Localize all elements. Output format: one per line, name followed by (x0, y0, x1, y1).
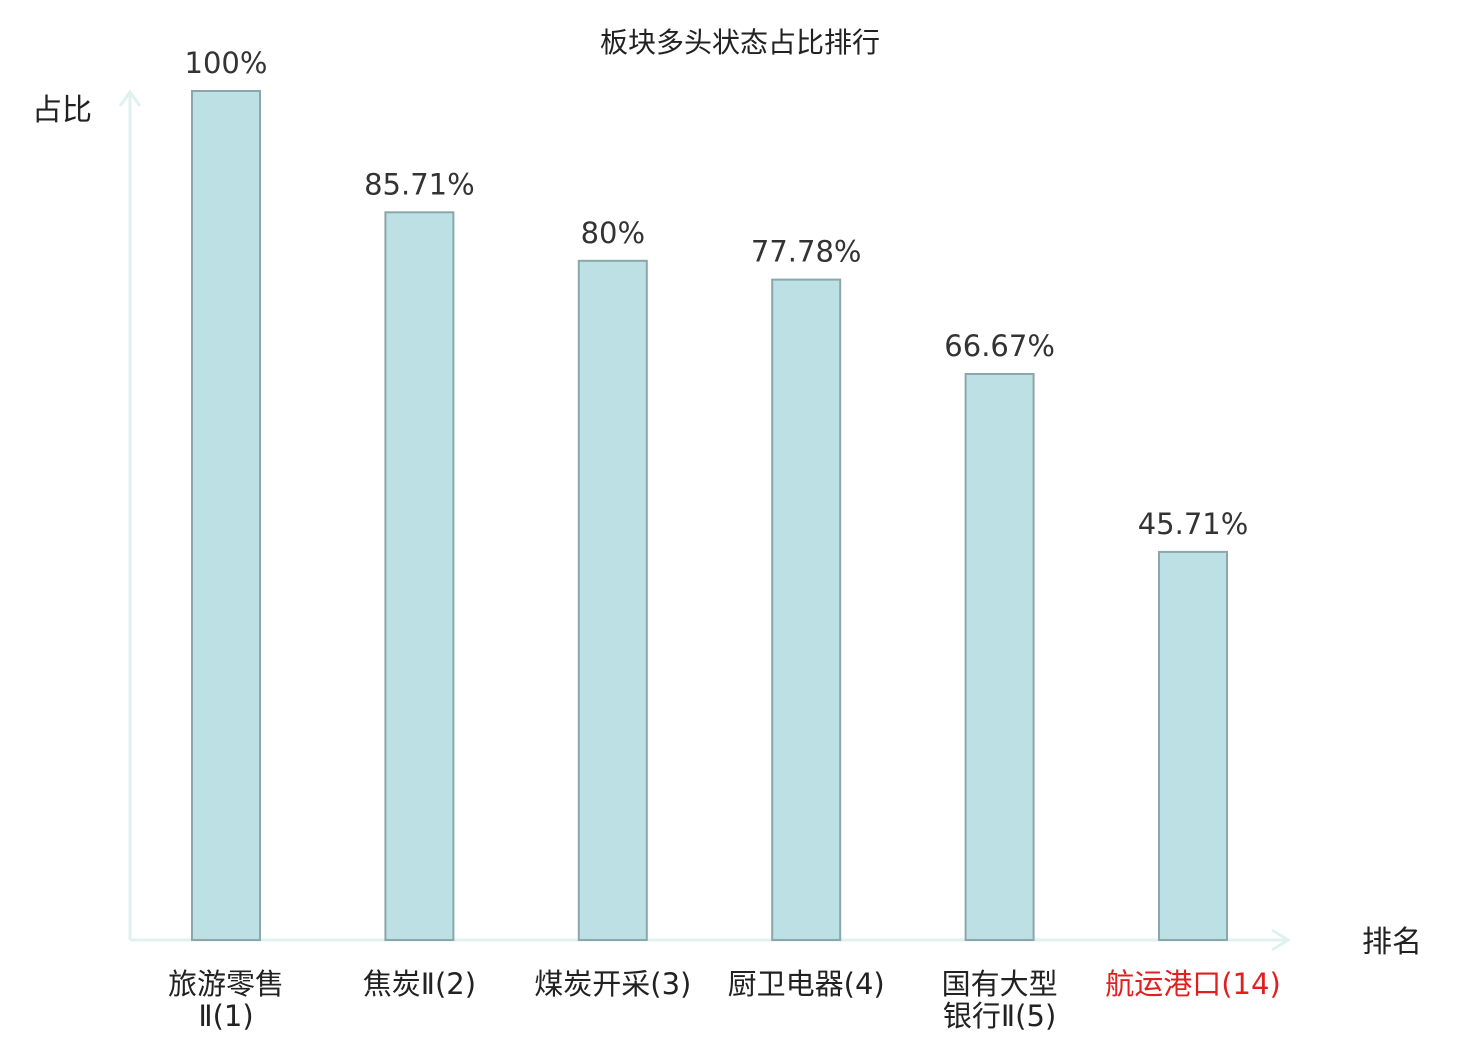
category-label-line: 焦炭Ⅱ(2) (363, 967, 476, 1001)
category-label-line: Ⅱ(1) (198, 999, 253, 1033)
bar-5 (964, 373, 1035, 941)
y-axis (118, 89, 142, 940)
category-label-line: 航运港口(14) (1105, 967, 1281, 1001)
bar-6 (1158, 550, 1228, 942)
category-label-1: 旅游零售 Ⅱ(1) (168, 967, 284, 1033)
category-label-line: 厨卫电器(4) (728, 967, 885, 1001)
category-label-line: 银行Ⅱ(5) (943, 999, 1056, 1033)
x-axis-label: 排名 (1362, 925, 1422, 960)
chart-title: 板块多头状态占比排行 (600, 26, 880, 59)
category-label-4: 厨卫电器(4) (728, 967, 885, 1001)
value-label-4: 77.78% (751, 235, 862, 269)
y-axis-label: 占比 (32, 93, 92, 128)
bar-4 (771, 278, 842, 942)
category-label-line: 煤炭开采(3) (534, 967, 691, 1001)
category-label-2: 焦炭Ⅱ(2) (363, 967, 476, 1001)
category-labels-group: 旅游零售 Ⅱ(1) 焦炭Ⅱ(2) 煤炭开采(3) 厨卫电器(4) 国有大型银行Ⅱ(5) 航运… (168, 967, 1281, 1033)
category-label-6: 航运港口(14) (1105, 967, 1281, 1001)
value-labels-group: 100% 85.71% 80% 77.78% 66.67% 45.71% (185, 46, 1249, 541)
value-label-2: 85.71% (364, 167, 475, 201)
value-label-5: 66.67% (944, 329, 1055, 363)
bar-2 (384, 211, 455, 942)
value-label-3: 80% (581, 216, 645, 250)
value-label-6: 45.71% (1138, 507, 1249, 541)
category-label-5: 国有大型银行Ⅱ(5) (942, 967, 1058, 1033)
category-label-line: 国有大型 (942, 967, 1058, 1001)
bar-1 (191, 90, 261, 941)
x-axis (130, 928, 1291, 952)
bars-group (191, 90, 1228, 942)
category-label-3: 煤炭开采(3) (534, 967, 691, 1001)
bar-3 (577, 259, 648, 941)
value-label-1: 100% (185, 46, 268, 80)
category-label-line: 旅游零售 (168, 967, 284, 1001)
